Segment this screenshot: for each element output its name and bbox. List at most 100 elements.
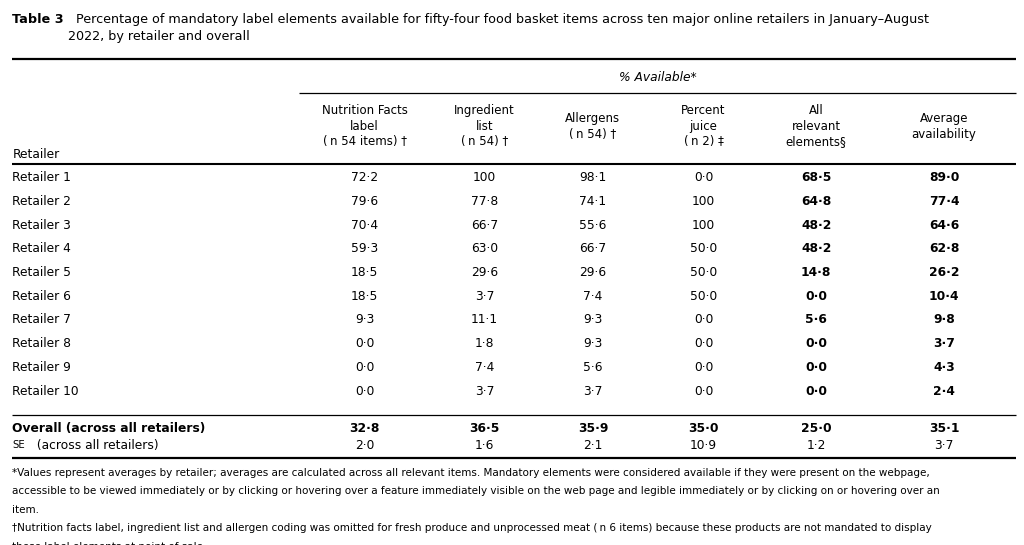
Text: 55·6: 55·6 bbox=[580, 219, 606, 232]
Text: 9·3: 9·3 bbox=[584, 313, 602, 326]
Text: 7·4: 7·4 bbox=[584, 290, 602, 302]
Text: 79·6: 79·6 bbox=[351, 195, 378, 208]
Text: 7·4: 7·4 bbox=[475, 361, 494, 374]
Text: Retailer 9: Retailer 9 bbox=[12, 361, 71, 374]
Text: 35·9: 35·9 bbox=[578, 422, 608, 435]
Text: 70·4: 70·4 bbox=[351, 219, 378, 232]
Text: 2·4: 2·4 bbox=[933, 385, 955, 397]
Text: 18·5: 18·5 bbox=[351, 266, 378, 279]
Text: 26·2: 26·2 bbox=[929, 266, 959, 279]
Text: 48·2: 48·2 bbox=[801, 219, 831, 232]
Text: 0·0: 0·0 bbox=[805, 337, 827, 350]
Text: 9·3: 9·3 bbox=[355, 313, 374, 326]
Text: 50·0: 50·0 bbox=[690, 266, 717, 279]
Text: 62·8: 62·8 bbox=[929, 243, 959, 255]
Text: Retailer 2: Retailer 2 bbox=[12, 195, 71, 208]
Text: 72·2: 72·2 bbox=[351, 171, 378, 184]
Text: 0·0: 0·0 bbox=[694, 385, 713, 397]
Text: 29·6: 29·6 bbox=[471, 266, 498, 279]
Text: Table 3: Table 3 bbox=[12, 13, 63, 26]
Text: 3·7: 3·7 bbox=[475, 385, 494, 397]
Text: 0·0: 0·0 bbox=[694, 313, 713, 326]
Text: 9·3: 9·3 bbox=[584, 337, 602, 350]
Text: 100: 100 bbox=[692, 195, 715, 208]
Text: Percentage of mandatory label elements available for fifty-four food basket item: Percentage of mandatory label elements a… bbox=[68, 13, 929, 43]
Text: 2·0: 2·0 bbox=[355, 439, 374, 452]
Text: 29·6: 29·6 bbox=[580, 266, 606, 279]
Text: Average
availability: Average availability bbox=[911, 112, 977, 141]
Text: 89·0: 89·0 bbox=[929, 171, 959, 184]
Text: 2·1: 2·1 bbox=[584, 439, 602, 452]
Text: Retailer 1: Retailer 1 bbox=[12, 171, 71, 184]
Text: 66·7: 66·7 bbox=[580, 243, 606, 255]
Text: 10·4: 10·4 bbox=[929, 290, 959, 302]
Text: 50·0: 50·0 bbox=[690, 243, 717, 255]
Text: 14·8: 14·8 bbox=[801, 266, 831, 279]
Text: 0·0: 0·0 bbox=[805, 385, 827, 397]
Text: Retailer 8: Retailer 8 bbox=[12, 337, 72, 350]
Text: 5·6: 5·6 bbox=[583, 361, 603, 374]
Text: 48·2: 48·2 bbox=[801, 243, 831, 255]
Text: Retailer 6: Retailer 6 bbox=[12, 290, 71, 302]
Text: 3·7: 3·7 bbox=[935, 439, 953, 452]
Text: 11·1: 11·1 bbox=[471, 313, 498, 326]
Text: Retailer 5: Retailer 5 bbox=[12, 266, 72, 279]
Text: 63·0: 63·0 bbox=[471, 243, 498, 255]
Text: Nutrition Facts
label
( n 54 items) †: Nutrition Facts label ( n 54 items) † bbox=[322, 105, 408, 148]
Text: 0·0: 0·0 bbox=[694, 337, 713, 350]
Text: % Available*: % Available* bbox=[618, 71, 696, 84]
Text: 5·6: 5·6 bbox=[805, 313, 827, 326]
Text: 3·7: 3·7 bbox=[584, 385, 602, 397]
Text: 64·6: 64·6 bbox=[929, 219, 959, 232]
Text: 32·8: 32·8 bbox=[349, 422, 380, 435]
Text: Retailer 7: Retailer 7 bbox=[12, 313, 71, 326]
Text: 77·4: 77·4 bbox=[929, 195, 959, 208]
Text: (across all retailers): (across all retailers) bbox=[33, 439, 159, 452]
Text: 100: 100 bbox=[473, 171, 496, 184]
Text: 25·0: 25·0 bbox=[801, 422, 831, 435]
Text: Retailer 10: Retailer 10 bbox=[12, 385, 79, 397]
Text: 77·8: 77·8 bbox=[471, 195, 498, 208]
Text: 0·0: 0·0 bbox=[805, 290, 827, 302]
Text: these label elements at point of sale.: these label elements at point of sale. bbox=[12, 542, 207, 545]
Text: Percent
juice
( n 2) ‡: Percent juice ( n 2) ‡ bbox=[681, 105, 726, 148]
Text: item.: item. bbox=[12, 505, 39, 514]
Text: 50·0: 50·0 bbox=[690, 290, 717, 302]
Text: 0·0: 0·0 bbox=[694, 361, 713, 374]
Text: accessible to be viewed immediately or by clicking or hovering over a feature im: accessible to be viewed immediately or b… bbox=[12, 486, 940, 496]
Text: 35·0: 35·0 bbox=[688, 422, 719, 435]
Text: Retailer: Retailer bbox=[12, 148, 59, 161]
Text: 59·3: 59·3 bbox=[351, 243, 378, 255]
Text: 1·2: 1·2 bbox=[807, 439, 825, 452]
Text: Allergens
( n 54) †: Allergens ( n 54) † bbox=[565, 112, 621, 141]
Text: Overall (across all retailers): Overall (across all retailers) bbox=[12, 422, 206, 435]
Text: Ingredient
list
( n 54) †: Ingredient list ( n 54) † bbox=[454, 105, 515, 148]
Text: 18·5: 18·5 bbox=[351, 290, 378, 302]
Text: 74·1: 74·1 bbox=[580, 195, 606, 208]
Text: 66·7: 66·7 bbox=[471, 219, 498, 232]
Text: 100: 100 bbox=[692, 219, 715, 232]
Text: 0·0: 0·0 bbox=[805, 361, 827, 374]
Text: 35·1: 35·1 bbox=[929, 422, 959, 435]
Text: 0·0: 0·0 bbox=[694, 171, 713, 184]
Text: 64·8: 64·8 bbox=[801, 195, 831, 208]
Text: 1·8: 1·8 bbox=[474, 337, 495, 350]
Text: Retailer 4: Retailer 4 bbox=[12, 243, 71, 255]
Text: 4·3: 4·3 bbox=[933, 361, 955, 374]
Text: 36·5: 36·5 bbox=[469, 422, 500, 435]
Text: 3·7: 3·7 bbox=[475, 290, 494, 302]
Text: 1·6: 1·6 bbox=[475, 439, 494, 452]
Text: 0·0: 0·0 bbox=[355, 361, 374, 374]
Text: All
relevant
elements§: All relevant elements§ bbox=[785, 105, 847, 148]
Text: 0·0: 0·0 bbox=[355, 337, 374, 350]
Text: 9·8: 9·8 bbox=[933, 313, 955, 326]
Text: Retailer 3: Retailer 3 bbox=[12, 219, 71, 232]
Text: *Values represent averages by retailer; averages are calculated across all relev: *Values represent averages by retailer; … bbox=[12, 468, 930, 477]
Text: SE: SE bbox=[12, 440, 25, 450]
Text: 10·9: 10·9 bbox=[690, 439, 717, 452]
Text: 98·1: 98·1 bbox=[580, 171, 606, 184]
Text: †Nutrition facts label, ingredient list and allergen coding was omitted for fres: †Nutrition facts label, ingredient list … bbox=[12, 523, 932, 533]
Text: 3·7: 3·7 bbox=[933, 337, 955, 350]
Text: 0·0: 0·0 bbox=[355, 385, 374, 397]
Text: 68·5: 68·5 bbox=[801, 171, 831, 184]
